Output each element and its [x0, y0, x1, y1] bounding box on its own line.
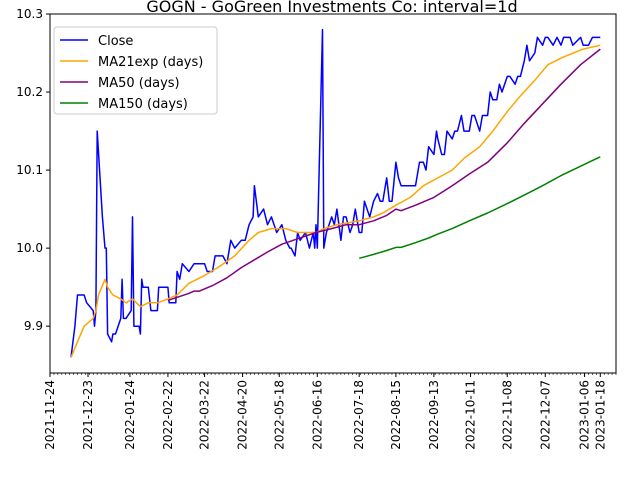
y-tick-label: 10.2 [16, 85, 43, 99]
x-tick-label: 2022-07-18 [352, 380, 366, 450]
x-tick-label: 2021-11-24 [43, 380, 57, 450]
x-tick-label: 2022-08-15 [389, 380, 403, 450]
plot-frame [49, 13, 617, 374]
x-axis: 2021-11-24 2021-12-23 2022-01-24 2022-02-22… [43, 373, 617, 450]
x-tick-label: 2023-01-06 [578, 380, 592, 450]
x-tick-label: 2022-12-07 [538, 380, 552, 450]
x-tick-label: 2021-12-23 [81, 380, 95, 450]
series-line-ma21exp-days [70, 44, 601, 358]
series-line-ma150-days [359, 156, 601, 260]
legend: Close MA21exp (days) MA50 (days) MA150 (day… [53, 26, 218, 115]
x-tick-label: 2022-11-08 [500, 380, 514, 450]
plot-area [70, 28, 601, 358]
y-axis: 9.9 10.0 10.1 10.2 10.3 [16, 7, 50, 333]
x-tick-label: 2022-05-18 [272, 380, 286, 450]
x-tick-label: 2022-10-11 [464, 380, 478, 450]
legend-box [53, 26, 218, 115]
y-tick-label: 10.3 [16, 7, 43, 21]
series-line-close [70, 28, 601, 358]
legend-label-ma21exp-days: MA21exp (days) [98, 55, 203, 70]
x-tick-label: 2022-06-16 [310, 380, 324, 450]
series-line-ma50-days [167, 48, 601, 302]
legend-label-ma150-days: MA150 (days) [98, 97, 188, 112]
x-tick-label: 2022-03-22 [198, 380, 212, 450]
x-tick-label: 2022-01-24 [123, 380, 137, 450]
y-tick-label: 10.1 [16, 163, 43, 177]
x-tick-label: 2022-09-13 [427, 380, 441, 450]
chart-title: GOGN - GoGreen Investments Co: interval=… [146, 0, 517, 16]
legend-label-ma50-days: MA50 (days) [98, 76, 180, 91]
y-tick-label: 10.0 [16, 241, 43, 255]
y-tick-label: 9.9 [24, 319, 43, 333]
x-tick-label: 2023-01-18 [593, 380, 607, 450]
x-tick-label: 2022-02-22 [161, 380, 175, 450]
legend-label-close: Close [98, 34, 133, 49]
x-tick-label: 2022-04-20 [236, 380, 250, 450]
